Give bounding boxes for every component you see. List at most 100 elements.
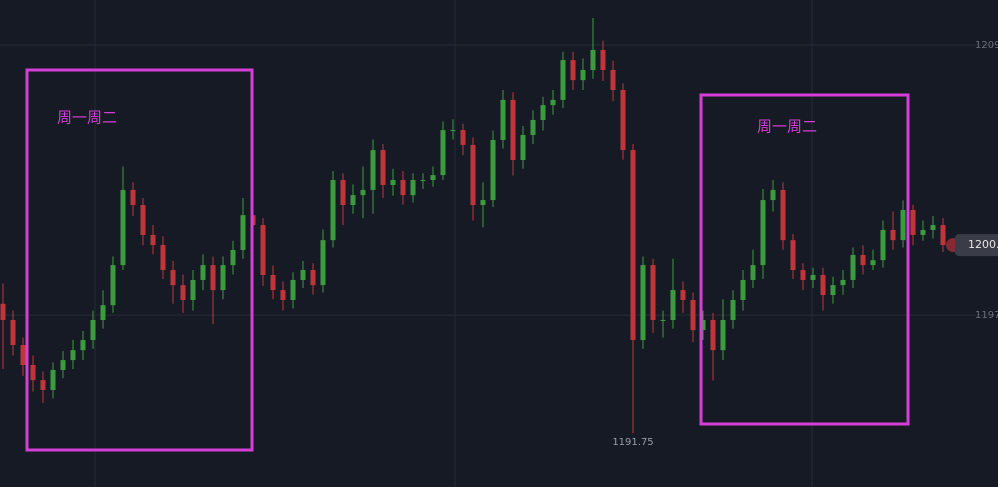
candle-body	[270, 275, 276, 291]
candle-body	[110, 265, 116, 306]
candle-body	[60, 360, 66, 370]
candle-body	[550, 99, 556, 106]
candle-body	[900, 209, 906, 241]
candle-body	[90, 320, 96, 341]
candle-body	[800, 270, 806, 280]
candle-body	[230, 250, 236, 266]
candle-body	[530, 119, 536, 136]
candle-body	[540, 105, 546, 120]
candle-body	[20, 344, 26, 366]
candle-body	[760, 200, 766, 266]
candle-body	[810, 275, 816, 280]
candles	[0, 18, 946, 434]
candle-body	[710, 320, 716, 351]
candle-body	[0, 303, 6, 321]
candle-body	[340, 180, 346, 206]
candle-body	[750, 265, 756, 280]
candle-body	[490, 139, 496, 201]
candle-body	[480, 200, 486, 206]
candle-body	[320, 240, 326, 286]
candle-body	[140, 205, 146, 235]
candle-body	[700, 320, 706, 331]
highlight-box	[699, 93, 910, 426]
candle-body	[680, 290, 686, 300]
candle-body	[70, 350, 76, 361]
candle-body	[780, 189, 786, 241]
candle-body	[840, 279, 846, 286]
candle-body	[820, 275, 826, 296]
candle-body	[870, 260, 876, 266]
y-tick-label: 1209	[975, 40, 998, 51]
candle-body	[210, 265, 216, 291]
candle-body	[100, 305, 106, 321]
candle-body	[630, 150, 636, 341]
candle-body	[280, 290, 286, 300]
candle-body	[600, 49, 606, 70]
candle-body	[160, 245, 166, 271]
candle-body	[50, 369, 56, 391]
candle-body	[690, 299, 696, 331]
candle-body	[260, 225, 266, 276]
candle-body	[890, 229, 896, 241]
candle-body	[660, 320, 666, 322]
candle-body	[400, 180, 406, 196]
candle-body	[390, 180, 396, 185]
annotation: 周一周二	[57, 109, 117, 127]
candle-body	[440, 130, 446, 176]
candle-body	[670, 290, 676, 321]
candle-body	[310, 270, 316, 286]
low-label: 1191.75	[612, 437, 653, 448]
candle-body	[30, 365, 36, 381]
candle-body	[520, 135, 526, 161]
candle-body	[470, 144, 476, 206]
candle-body	[880, 229, 886, 261]
candle-body	[170, 270, 176, 286]
last-price-label: 1200.11	[968, 238, 998, 251]
candle-body	[430, 175, 436, 181]
candle-body	[10, 320, 16, 345]
y-tick-label: 1197	[975, 310, 998, 321]
candle-body	[920, 229, 926, 235]
candle-body	[370, 150, 376, 190]
candle-body	[610, 69, 616, 91]
candle-body	[40, 380, 46, 391]
candle-body	[770, 189, 776, 201]
candle-body	[740, 279, 746, 300]
candle-body	[790, 240, 796, 271]
grid	[0, 44, 998, 316]
candle-body	[500, 99, 506, 140]
candle-body	[80, 340, 86, 351]
candle-body	[120, 189, 126, 266]
candle-body	[590, 49, 596, 70]
candle-body	[240, 215, 246, 251]
candle-body	[150, 234, 156, 246]
candle-body	[300, 270, 306, 280]
candle-body	[360, 189, 366, 196]
candle-body	[640, 265, 646, 341]
candle-body	[720, 320, 726, 351]
candle-body	[350, 195, 356, 206]
candle-body	[580, 69, 586, 81]
candle-body	[200, 265, 206, 280]
candle-body	[560, 60, 566, 100]
candle-body	[830, 285, 836, 296]
candle-body	[940, 225, 946, 246]
candle-body	[570, 60, 576, 81]
annotation: 周一周二	[757, 118, 817, 136]
labels: 1209 1197 1191.75 1200.11	[612, 40, 998, 448]
candle-body	[130, 189, 136, 206]
candle-body	[380, 150, 386, 185]
candle-body	[290, 279, 296, 300]
candle-body	[220, 265, 226, 291]
candle-body	[410, 180, 416, 196]
candle-body	[510, 99, 516, 161]
candle-body	[730, 299, 736, 321]
highlight-box	[25, 68, 254, 452]
candle-body	[650, 265, 656, 321]
candle-body	[450, 130, 456, 132]
candle-body	[180, 285, 186, 300]
candle-body	[860, 254, 866, 266]
